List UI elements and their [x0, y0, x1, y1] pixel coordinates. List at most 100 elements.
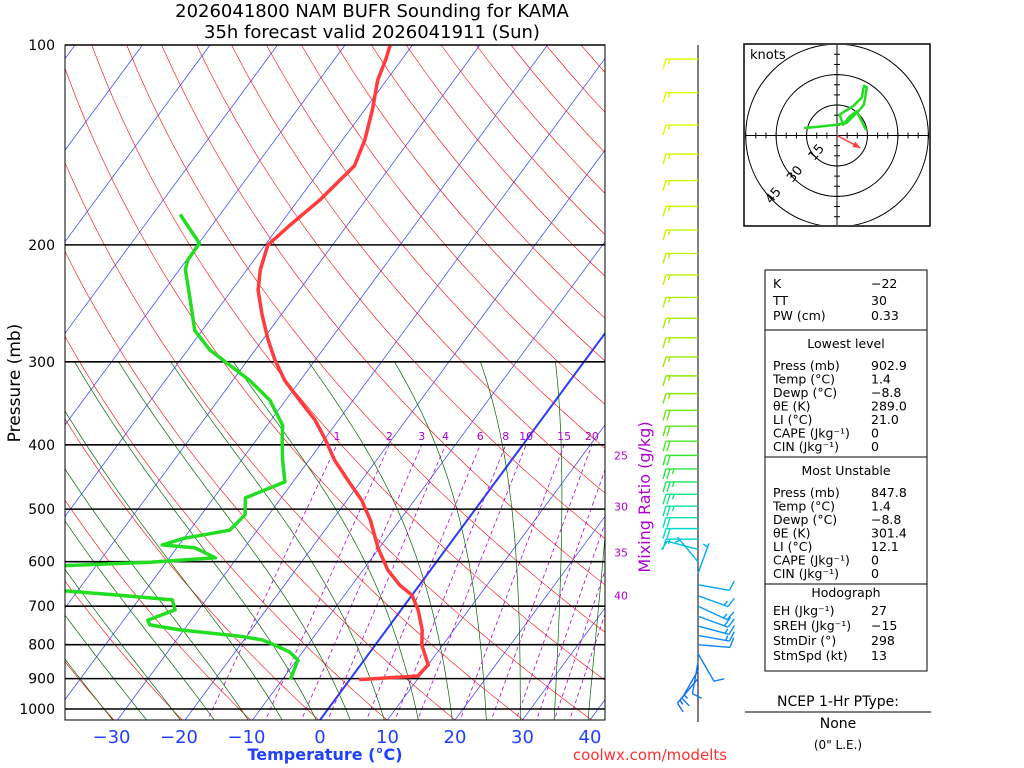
most-unstable-label: Press (mb): [773, 485, 840, 500]
wind-barb-feather: [666, 410, 671, 421]
lowest-level-value: −8.8: [871, 385, 901, 400]
lowest-level-label: θE (K): [773, 399, 810, 414]
wind-barb: [662, 527, 698, 539]
wind-barb: [662, 493, 698, 505]
moist-adiabat-line: [118, 361, 351, 720]
moist-adiabat-line: [65, 568, 181, 720]
ptype-value: None: [820, 716, 857, 732]
isobars: [65, 44, 605, 710]
wind-barb: [697, 625, 735, 635]
lowest-level-label: Dewp (°C): [773, 385, 837, 400]
isotherm-line: [522, 607, 605, 720]
wind-barb: [697, 653, 725, 682]
wind-barb-feather: [666, 494, 671, 505]
mixing-ratio-line: [394, 444, 507, 720]
wind-barb-staff: [697, 653, 715, 682]
isotherm-line: [65, 45, 413, 518]
wind-barb-staff: [676, 536, 699, 563]
wind-barb-feather: [666, 506, 671, 517]
wind-barb-feather: [662, 375, 667, 387]
pressure-tick-label: 100: [28, 38, 55, 54]
mixing-ratio-label: 2: [386, 430, 393, 443]
moist-adiabat-line: [233, 361, 419, 720]
wind-barb-feather: [662, 180, 667, 191]
pressure-tick-label: 200: [28, 238, 55, 254]
moist-adiabat-line: [74, 361, 317, 720]
wind-barb: [662, 317, 698, 329]
most-unstable-value: 1.4: [871, 499, 891, 514]
wind-barb-feather: [666, 425, 671, 437]
mixing-ratio-axis-title: Mixing Ratio (g/kg): [635, 421, 654, 572]
moist-adiabat-line: [394, 361, 487, 720]
title-line-2: 35h forecast valid 2026041911 (Sun): [204, 22, 540, 43]
ptype-heading: NCEP 1-Hr PType:: [777, 694, 899, 710]
plot-frame: [64, 44, 606, 721]
wind-barb: [662, 505, 698, 517]
wind-barb: [662, 356, 698, 368]
wind-barb-feather: [662, 229, 667, 241]
mixing-ratio-line: [536, 521, 605, 720]
wind-barb-half-feather: [667, 375, 671, 382]
dry-adiabat-line: [301, 45, 605, 405]
most-unstable-label: Temp (°C): [772, 499, 835, 514]
wind-barb-staff: [697, 634, 730, 642]
wind-barb-feather: [662, 337, 667, 348]
moist-adiabat-line: [553, 361, 563, 720]
wind-barb-staff: [697, 543, 710, 574]
wind-barb-feather: [662, 528, 667, 539]
mixing-ratio-line: [207, 444, 338, 720]
wind-barb: [697, 615, 735, 628]
dry-adiabat-line: [266, 45, 605, 449]
lowest-level-label: Temp (°C): [772, 372, 835, 387]
wind-barb: [662, 58, 698, 70]
wind-barb: [662, 229, 698, 241]
most-unstable-label: LI (°C): [773, 539, 812, 554]
moist-adiabat-line: [170, 361, 385, 720]
credit-link[interactable]: coolwx.com/modelts: [573, 746, 727, 764]
mixing-ratio-label: 40: [614, 589, 628, 602]
wind-barb-half-feather: [667, 92, 671, 98]
most-unstable-value: −8.8: [871, 512, 901, 527]
wind-barb: [662, 440, 698, 452]
pressure-tick-label: 1000: [19, 702, 55, 718]
dry-adiabat-line: [65, 67, 593, 720]
wind-barb-staff: [697, 584, 730, 592]
lowest-level-value: 0: [871, 426, 879, 441]
wind-barb-feather: [662, 124, 667, 136]
temperature-tick-label: 40: [579, 727, 602, 748]
wind-barb-half-feather: [667, 229, 671, 236]
wind-barb-half-feather: [679, 699, 684, 705]
wind-barb: [662, 274, 698, 286]
wind-barb-half-feather: [702, 543, 708, 548]
wind-barb-staff: [676, 678, 699, 704]
wind-barb-feather: [662, 253, 667, 264]
wind-barb-half-feather: [667, 153, 671, 160]
isotherm-line: [65, 45, 278, 334]
dry-adiabat-line: [231, 45, 605, 494]
lowest-level-value: 21.0: [871, 412, 899, 427]
wind-barb-feather: [662, 440, 667, 452]
stats-frame: [764, 269, 928, 672]
isotherm-line: [454, 515, 605, 720]
lowest-level-value: 289.0: [871, 399, 907, 414]
wind-barb-feather: [727, 597, 735, 608]
wind-barb-feather: [727, 618, 735, 628]
wind-barb-half-feather: [667, 297, 671, 303]
wind-barb-half-feather: [667, 253, 671, 259]
mixing-ratio-label: 6: [477, 430, 484, 443]
wind-barb-half-feather: [667, 274, 671, 281]
wind-barb-feather: [666, 440, 671, 452]
mixing-ratio-line: [417, 444, 527, 720]
wind-barb: [697, 605, 735, 621]
wind-barb-half-feather: [671, 468, 675, 475]
wind-barb: [662, 481, 698, 493]
dry-adiabat-line: [196, 45, 605, 539]
most-unstable-value: 12.1: [871, 539, 899, 554]
mixing-ratio-line: [459, 444, 565, 720]
pressure-tick-label: 700: [28, 599, 55, 615]
isotherm-line: [65, 45, 548, 701]
wind-barb-half-feather: [667, 337, 671, 343]
wind-barb: [662, 252, 698, 264]
ptype-accumulation: (0" L.E.): [814, 738, 862, 752]
